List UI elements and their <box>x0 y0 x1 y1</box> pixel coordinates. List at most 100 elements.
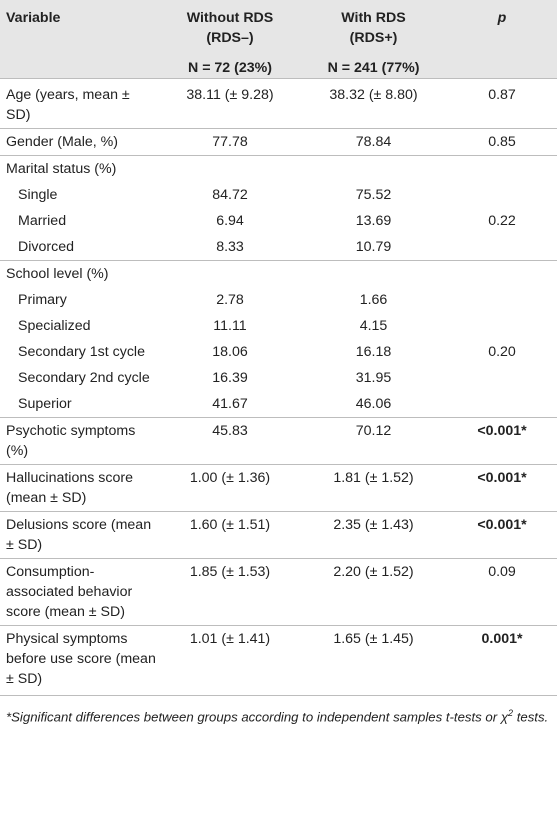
row-value-without-rds: 45.83 <box>160 417 300 465</box>
header-p-value: p <box>447 0 557 79</box>
table-row: Hallucinations score (mean ± SD) 1.00 (± … <box>0 464 557 512</box>
row-p-value: <0.001* <box>447 464 557 512</box>
row-value-without-rds <box>160 260 300 287</box>
row-label: School level (%) <box>0 260 160 287</box>
row-p-value <box>447 260 557 287</box>
row-p-value: 0.09 <box>447 558 557 626</box>
table-row: Married 6.94 13.69 0.22 <box>0 208 557 234</box>
footnote-text: *Significant differences between groups … <box>6 709 509 725</box>
header-without-rds-line2: (RDS–) <box>206 30 254 46</box>
row-value-with-rds: 4.15 <box>359 318 388 334</box>
row-value-without-rds: 2.78 <box>216 292 244 308</box>
row-p-value <box>447 313 557 339</box>
table-row: Delusions score (mean ± SD) 1.60 (± 1.51)… <box>0 511 557 559</box>
row-value-without-rds: 1.60 (± 1.51) <box>160 511 300 559</box>
table-row: Secondary 2nd cycle 16.39 31.95 <box>0 365 557 391</box>
row-label: Physical symptoms before use score (mean… <box>0 625 160 696</box>
row-value-without-rds: 41.67 <box>212 396 248 412</box>
row-value-with-rds: 10.79 <box>355 239 392 255</box>
row-label: Gender (Male, %) <box>0 128 160 156</box>
row-label: Superior <box>18 396 72 412</box>
row-label: Age (years, mean ± SD) <box>0 78 160 129</box>
row-label: Primary <box>18 292 67 308</box>
header-without-rds-line1: Without RDS <box>186 10 274 26</box>
table-row: Gender (Male, %) 77.78 78.84 0.85 <box>0 128 557 156</box>
results-table-container: Variable Without RDS (RDS–) N = 72 (23%)… <box>0 0 557 726</box>
header-without-rds: Without RDS (RDS–) N = 72 (23%) <box>160 0 300 79</box>
row-label: Married <box>18 213 67 229</box>
row-label: Divorced <box>18 239 74 255</box>
header-without-rds-n: N = 72 (23%) <box>188 60 272 76</box>
row-p-value <box>447 365 557 391</box>
row-label: Consumption-associated behavior score (m… <box>0 558 160 626</box>
footnote-text-end: tests. <box>513 709 549 725</box>
table-row: Specialized 11.11 4.15 <box>0 313 557 339</box>
row-value-with-rds: 1.65 (± 1.45) <box>300 625 447 696</box>
row-p-value <box>447 182 557 208</box>
table-footnote: *Significant differences between groups … <box>0 696 557 726</box>
table-row: School level (%) <box>0 260 557 287</box>
row-value-without-rds: 1.00 (± 1.36) <box>160 464 300 512</box>
row-p-value: 0.87 <box>447 78 557 129</box>
table-row: Divorced 8.33 10.79 <box>0 234 557 261</box>
table-row: Marital status (%) <box>0 155 557 182</box>
row-value-without-rds: 18.06 <box>212 344 248 360</box>
row-label: Marital status (%) <box>0 155 160 182</box>
row-value-without-rds: 16.39 <box>212 370 248 386</box>
row-label: Secondary 1st cycle <box>18 344 145 360</box>
row-value-with-rds: 38.32 (± 8.80) <box>300 78 447 129</box>
row-p-value: 0.001* <box>447 625 557 696</box>
table-row: Age (years, mean ± SD) 38.11 (± 9.28) 38.3… <box>0 78 557 129</box>
table-row: Physical symptoms before use score (mean… <box>0 625 557 696</box>
row-value-with-rds: 2.20 (± 1.52) <box>300 558 447 626</box>
row-p-value: <0.001* <box>447 417 557 465</box>
row-label: Psychotic symptoms (%) <box>0 417 160 465</box>
row-value-with-rds: 46.06 <box>355 396 392 412</box>
table-row: Superior 41.67 46.06 <box>0 391 557 418</box>
header-with-rds-n: N = 241 (77%) <box>327 60 420 76</box>
row-label: Hallucinations score (mean ± SD) <box>0 464 160 512</box>
row-p-value <box>447 155 557 182</box>
header-with-rds: With RDS (RDS+) N = 241 (77%) <box>300 0 447 79</box>
row-p-value: 0.85 <box>447 128 557 156</box>
comparison-table: Variable Without RDS (RDS–) N = 72 (23%)… <box>0 0 557 696</box>
row-value-with-rds <box>300 260 447 287</box>
table-header: Variable Without RDS (RDS–) N = 72 (23%)… <box>0 0 557 79</box>
row-value-with-rds: 70.12 <box>300 417 447 465</box>
row-p-value <box>447 234 557 261</box>
footnote-superscript: 2 <box>508 708 514 718</box>
row-value-with-rds: 1.81 (± 1.52) <box>300 464 447 512</box>
table-row: Secondary 1st cycle 18.06 16.18 0.20 <box>0 339 557 365</box>
row-label: Secondary 2nd cycle <box>18 370 150 386</box>
row-value-without-rds: 1.85 (± 1.53) <box>160 558 300 626</box>
row-label: Specialized <box>18 318 91 334</box>
row-value-without-rds: 8.33 <box>216 239 244 255</box>
row-value-without-rds <box>160 155 300 182</box>
row-p-value: 0.22 <box>488 213 516 229</box>
row-value-with-rds: 13.69 <box>355 213 392 229</box>
table-body: Age (years, mean ± SD) 38.11 (± 9.28) 38.3… <box>0 78 557 696</box>
row-value-with-rds: 75.52 <box>355 187 392 203</box>
row-value-without-rds: 84.72 <box>212 187 248 203</box>
row-value-with-rds: 16.18 <box>355 344 392 360</box>
row-label: Single <box>18 187 58 203</box>
row-value-without-rds: 1.01 (± 1.41) <box>160 625 300 696</box>
table-row: Primary 2.78 1.66 <box>0 287 557 313</box>
row-value-without-rds: 77.78 <box>160 128 300 156</box>
row-value-without-rds: 11.11 <box>213 318 247 334</box>
header-variable: Variable <box>0 0 160 79</box>
row-value-without-rds: 6.94 <box>216 213 244 229</box>
row-label: Delusions score (mean ± SD) <box>0 511 160 559</box>
table-row: Single 84.72 75.52 <box>0 182 557 208</box>
row-value-with-rds: 78.84 <box>300 128 447 156</box>
header-with-rds-line1: With RDS <box>341 10 406 26</box>
row-value-with-rds <box>300 155 447 182</box>
row-p-value: 0.20 <box>488 344 516 360</box>
table-row: Consumption-associated behavior score (m… <box>0 558 557 626</box>
row-value-with-rds: 2.35 (± 1.43) <box>300 511 447 559</box>
table-row: Psychotic symptoms (%) 45.83 70.12 <0.001* <box>0 417 557 465</box>
row-p-value <box>447 391 557 418</box>
row-value-without-rds: 38.11 (± 9.28) <box>160 78 300 129</box>
row-p-value <box>447 287 557 313</box>
header-with-rds-line2: (RDS+) <box>349 30 398 46</box>
